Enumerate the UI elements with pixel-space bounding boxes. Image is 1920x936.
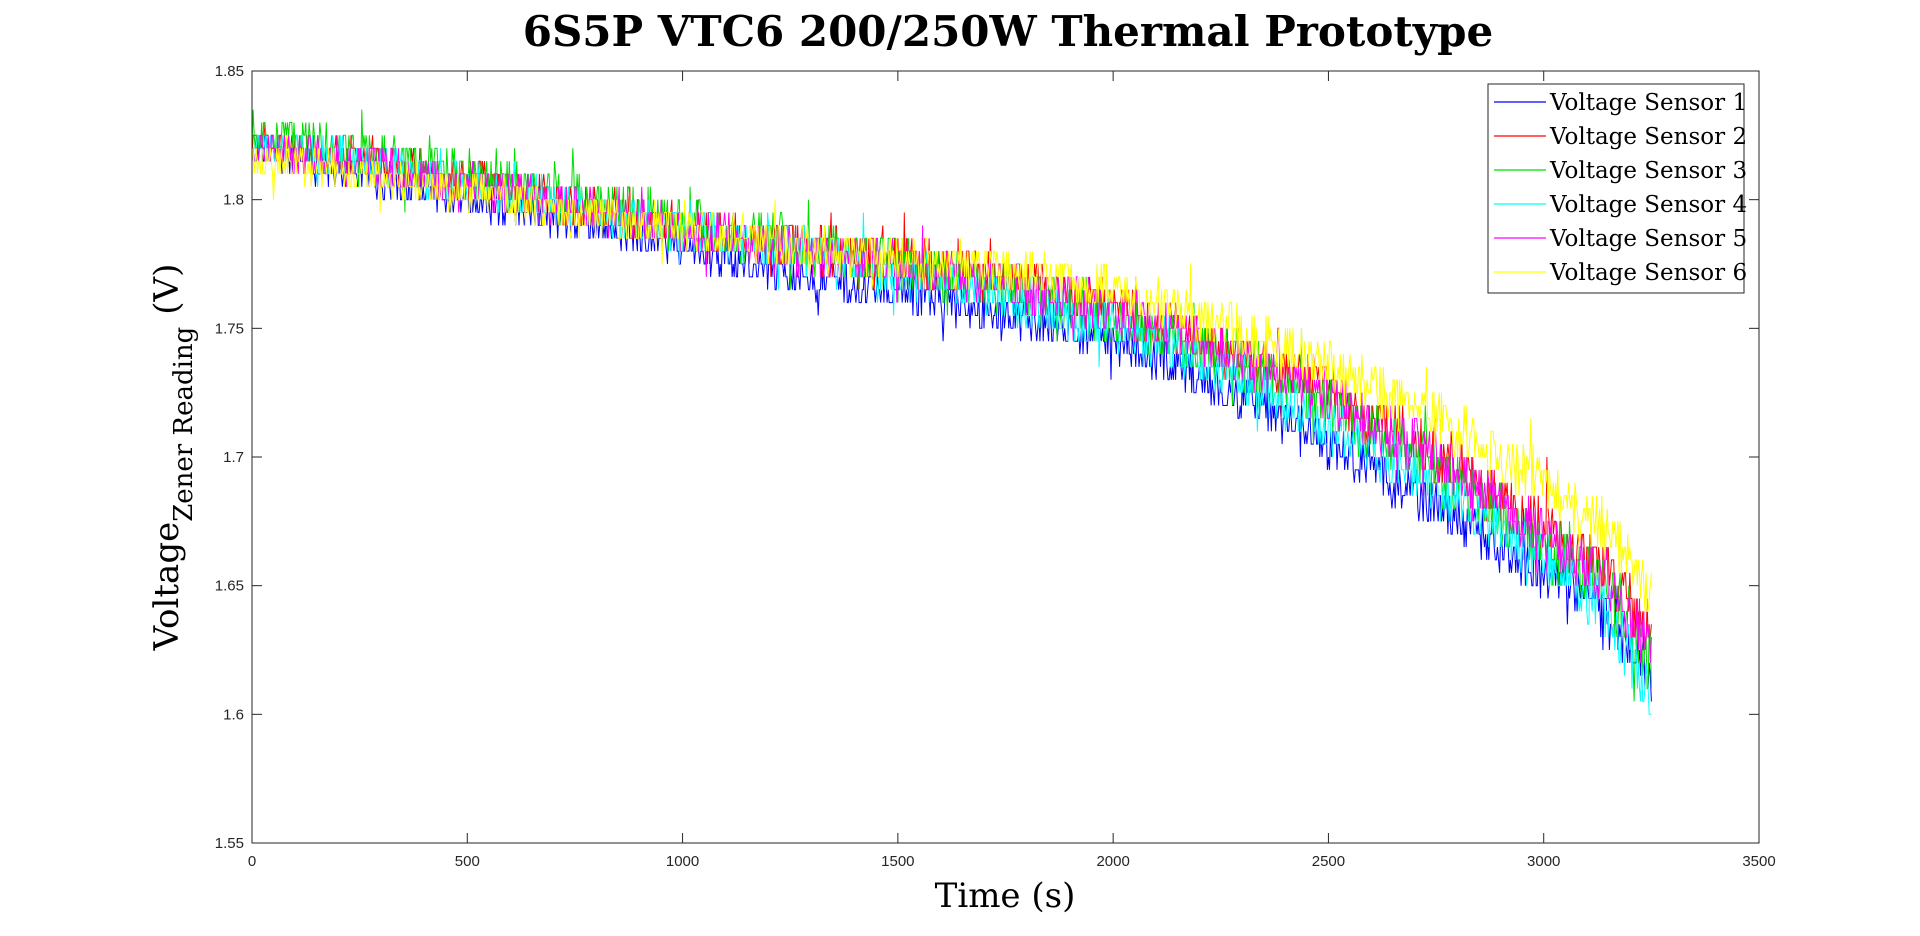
legend-label-sensor-1: Voltage Sensor 1: [1549, 90, 1747, 116]
y-tick-label: 1.7: [223, 449, 244, 466]
x-tick-label: 1500: [881, 853, 914, 870]
legend-label-sensor-6: Voltage Sensor 6: [1549, 260, 1747, 286]
x-tick-label: 2500: [1312, 853, 1345, 870]
y-axis-label: VoltageZener Reading (V): [147, 264, 199, 652]
legend: Voltage Sensor 1 Voltage Sensor 2 Voltage …: [1487, 83, 1747, 294]
series-line-sensor-5: [252, 134, 1652, 663]
legend-box: [1487, 83, 1745, 294]
x-tick-label: 3000: [1527, 853, 1560, 870]
x-tick-label: 2000: [1096, 853, 1129, 870]
x-axis-ticks: 0 500 1000 1500 2000 2500 3000 3500: [248, 71, 1776, 870]
x-tick-label: 0: [248, 853, 256, 870]
legend-label-sensor-5: Voltage Sensor 5: [1549, 226, 1747, 252]
y-axis-ticks: 1.55 1.6 1.65 1.7 1.75 1.8 1.85: [215, 63, 1759, 852]
series-group: [251, 109, 1652, 715]
y-axis-label-main: Voltage: [147, 522, 187, 652]
y-tick-label: 1.8: [223, 192, 244, 209]
x-tick-label: 500: [455, 853, 480, 870]
y-tick-label: 1.65: [215, 578, 244, 595]
y-tick-label: 1.55: [215, 835, 244, 852]
legend-label-sensor-4: Voltage Sensor 4: [1549, 192, 1747, 218]
y-axis-label-unit: (V): [147, 264, 187, 315]
x-tick-label: 3500: [1742, 853, 1775, 870]
x-tick-label: 1000: [666, 853, 699, 870]
y-tick-label: 1.6: [223, 706, 244, 723]
y-axis-label-subscript: Zener Reading: [169, 327, 199, 522]
chart-title: 6S5P VTC6 200/250W Thermal Prototype: [523, 7, 1493, 56]
legend-label-sensor-3: Voltage Sensor 3: [1549, 158, 1747, 184]
y-tick-label: 1.85: [215, 63, 244, 80]
legend-label-sensor-2: Voltage Sensor 2: [1549, 124, 1747, 150]
x-axis-label: Time (s): [935, 876, 1076, 916]
series-line-sensor-6: [251, 135, 1652, 612]
y-tick-label: 1.75: [215, 320, 244, 337]
